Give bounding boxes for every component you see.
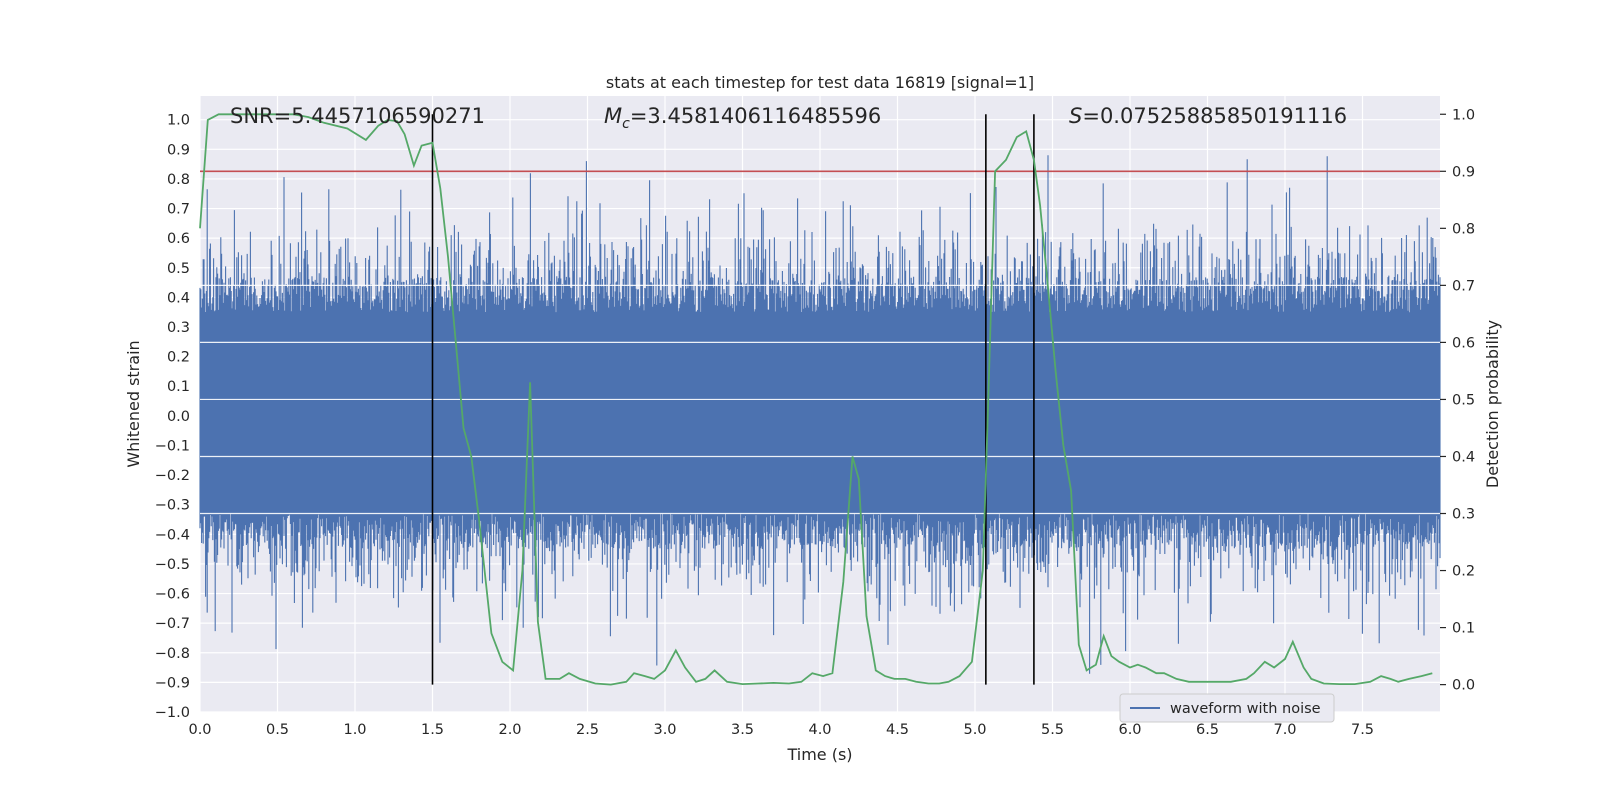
y-tick-label: −0.1: [155, 438, 190, 454]
x-tick-label: 1.0: [343, 722, 366, 738]
y-tick-label: −0.3: [155, 498, 190, 514]
s-value: =0.07525885850191116: [1082, 104, 1347, 128]
x-tick-label: 7.0: [1273, 722, 1296, 738]
x-tick-label: 4.5: [886, 722, 909, 738]
probability-group: [199, 113, 1433, 686]
x-tick-label: 1.5: [421, 722, 444, 738]
x-tick-label: 4.0: [808, 722, 831, 738]
y-tick-label: −0.9: [155, 675, 190, 691]
y2-tick-label: 0.9: [1452, 164, 1475, 180]
legend-box: [1119, 693, 1335, 723]
waveform-core: [200, 344, 1440, 484]
y-tick-label: 0.2: [167, 350, 190, 366]
y2-ticks: 0.0 0.1 0.2 0.3 0.4 0.5 0.6 0.7 0.8 0.9 1.0: [1440, 107, 1475, 694]
y-tick-label: 0.3: [167, 320, 190, 336]
y-tick-label: −0.5: [155, 557, 190, 573]
noise-group: [199, 155, 1441, 674]
y2-tick-label: 0.2: [1452, 564, 1475, 580]
y-tick-label: −0.2: [155, 468, 190, 484]
y-tick-label: 0.4: [167, 290, 190, 306]
x-tick-label: 3.0: [653, 722, 676, 738]
y-tick-label: −0.8: [155, 646, 190, 662]
y2-tick-label: 1.0: [1452, 107, 1475, 123]
y-tick-label: 1.0: [167, 113, 190, 129]
y-tick-label: 0.5: [167, 261, 190, 277]
y-tick-label: −0.7: [155, 616, 190, 632]
y-tick-label: 0.6: [167, 231, 190, 247]
x-ticks: 0.0 0.5 1.0 1.5 2.0 2.5 3.0 3.5 4.0 4.5 5.0 5.5 6.0 6…: [188, 722, 1374, 738]
y-tick-label: 0.1: [167, 379, 190, 395]
chirp-mass-annotation: Mc=3.4581406116485596: [604, 104, 881, 132]
y2-tick-label: 0.7: [1452, 278, 1475, 294]
x-tick-label: 6.5: [1196, 722, 1219, 738]
chirp-mass-symbol: M: [604, 104, 622, 128]
probability-line: [199, 113, 1433, 686]
y2-tick-label: 0.1: [1452, 621, 1475, 637]
y2-tick-label: 0.8: [1452, 221, 1475, 237]
y-tick-label: 0.9: [167, 142, 190, 158]
reference-lines: [200, 114, 1440, 685]
y2-tick-label: 0.6: [1452, 335, 1475, 351]
legend: waveform with noise: [1119, 693, 1335, 723]
x-tick-label: 0.5: [266, 722, 289, 738]
y2-axis-label: Detection probability: [1483, 320, 1502, 488]
y2-tick-label: 0.0: [1452, 678, 1475, 694]
y-axis-label: Whitened strain: [124, 340, 143, 467]
y-tick-label: −0.4: [155, 527, 190, 543]
y-tick-label: 0.7: [167, 202, 190, 218]
x-tick-label: 5.5: [1041, 722, 1064, 738]
x-axis-label: Time (s): [786, 745, 852, 764]
y2-tick-label: 0.4: [1452, 449, 1475, 465]
y2-tick-label: 0.3: [1452, 507, 1475, 523]
x-tick-label: 3.5: [731, 722, 754, 738]
x-tick-label: 2.0: [498, 722, 521, 738]
chirp-mass-value: =3.4581406116485596: [630, 104, 881, 128]
snr-annotation: SNR=5.4457106590271: [230, 104, 485, 128]
s-symbol: S: [1069, 104, 1082, 128]
y-tick-label: −0.6: [155, 587, 190, 603]
y-tick-label: 0.8: [167, 172, 190, 188]
legend-label: waveform with noise: [1170, 701, 1321, 717]
chart-title: stats at each timestep for test data 168…: [606, 73, 1034, 92]
x-tick-label: 7.5: [1351, 722, 1374, 738]
y-tick-label: −1.0: [155, 705, 190, 721]
x-tick-label: 6.0: [1118, 722, 1141, 738]
y2-tick-label: 0.5: [1452, 392, 1475, 408]
x-tick-label: 5.0: [963, 722, 986, 738]
y-tick-label: 0.0: [167, 409, 190, 425]
x-tick-label: 0.0: [188, 722, 211, 738]
s-annotation: S=0.07525885850191116: [1069, 104, 1347, 128]
chirp-mass-subscript: c: [622, 116, 630, 132]
y-ticks: −1.0 −0.9 −0.8 −0.7 −0.6 −0.5 −0.4 −0.3 −0.2 −0.1…: [155, 113, 190, 721]
x-tick-label: 2.5: [576, 722, 599, 738]
